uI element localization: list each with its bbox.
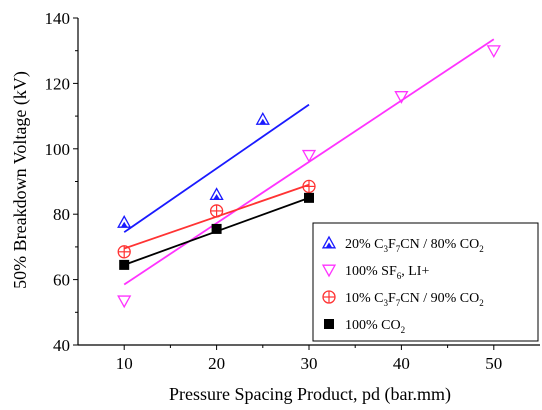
legend-label-c3f7cn20: 20% C3F7CN / 80% CO2: [345, 237, 484, 254]
legend-label-sf6: 100% SF6, LI+: [345, 264, 429, 281]
legend: 20% C3F7CN / 80% CO2 100% SF6, LI+ 10% C3F…: [312, 222, 539, 342]
legend-label-co2: 100% CO2: [345, 318, 405, 335]
axes: 10 20 30 40 50 40 60 80 100 120 140: [45, 9, 540, 373]
co2-point: [211, 223, 222, 234]
legend-box: [312, 222, 539, 342]
co2-point: [119, 259, 130, 270]
y-tick-label: 80: [53, 205, 70, 224]
legend-item-c3f7cn20: 20% C3F7CN / 80% CO2: [321, 235, 484, 254]
c3f7cn20-point-fill: [259, 118, 267, 125]
y-tick-label: 120: [45, 74, 71, 93]
sf6-point: [301, 149, 317, 163]
x-tick-label: 50: [485, 354, 502, 373]
c3f7cn20-point-fill: [213, 193, 220, 200]
y-tick-label: 60: [53, 271, 70, 290]
x-tick-label: 40: [393, 354, 410, 373]
y-tick-label: 140: [45, 9, 71, 28]
x-tick-label: 30: [301, 354, 318, 373]
y-tick-label: 100: [45, 140, 71, 159]
legend-item-co2: 100% CO2: [324, 318, 405, 335]
sf6-point: [394, 91, 409, 104]
y-axis-title: 50% Breakdown Voltage (kV): [10, 71, 31, 289]
legend-marker-c3f7cn20-fill: [325, 242, 333, 248]
c3f7cn20-point-fill: [120, 221, 128, 228]
sf6-point: [486, 45, 501, 59]
data-markers: [117, 45, 501, 309]
legend-item-c3f7cn10: 10% C3F7CN / 90% CO2: [322, 290, 484, 308]
c3f7cn20-fit-line: [123, 103, 310, 233]
legend-item-sf6: 100% SF6, LI+: [321, 264, 429, 281]
x-tick-label: 10: [116, 354, 133, 373]
x-axis-title: Pressure Spacing Product, pd (bar.mm): [169, 384, 451, 405]
x-tick-label: 20: [208, 354, 225, 373]
co2-point: [304, 192, 314, 203]
legend-marker-sf6: [321, 264, 337, 278]
sf6-point: [117, 295, 132, 309]
legend-marker-co2: [324, 319, 334, 329]
legend-label-c3f7cn10: 10% C3F7CN / 90% CO2: [345, 291, 484, 308]
y-tick-label: 40: [53, 336, 70, 355]
